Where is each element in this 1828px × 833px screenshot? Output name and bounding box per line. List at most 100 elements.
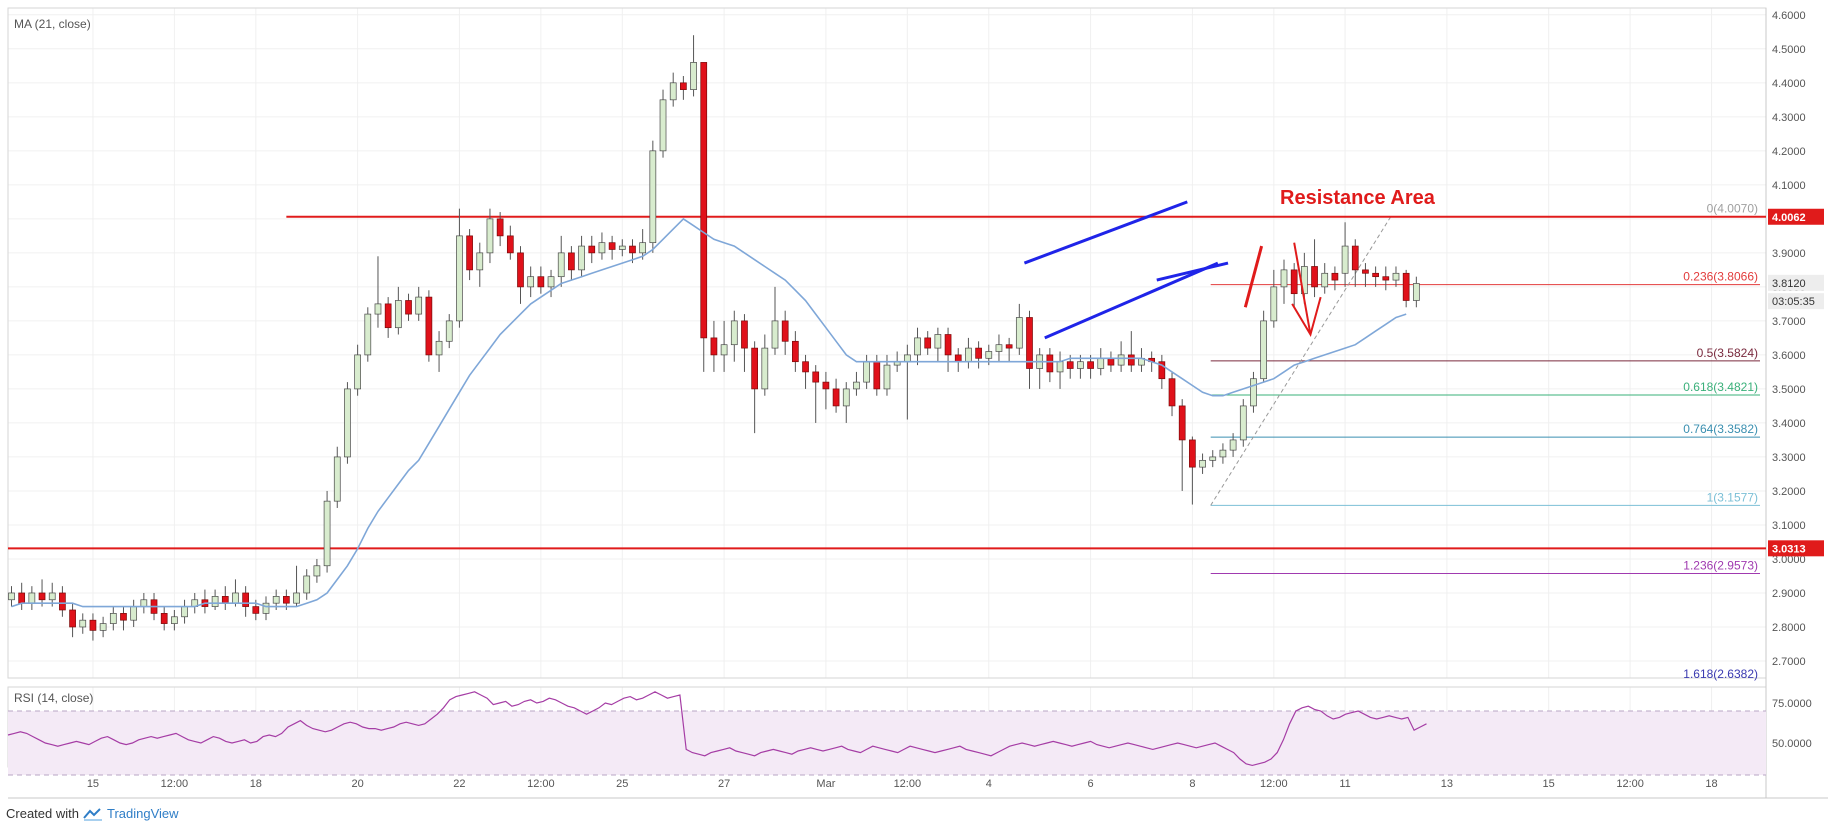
- candle-bear: [69, 609, 76, 628]
- price-tag-bg: [1768, 274, 1824, 291]
- time-tick-label: 18: [1705, 778, 1717, 790]
- price-pane-border: [7, 7, 1767, 679]
- footer-created-with: Created with: [6, 806, 79, 821]
- candle-bull: [344, 388, 351, 458]
- candle-bear: [1189, 439, 1196, 468]
- candle-bull: [415, 296, 423, 315]
- time-tick-label: 4: [986, 778, 992, 790]
- candle-bear: [1026, 317, 1033, 369]
- price-tick-label: 4.3000: [1772, 112, 1806, 124]
- price-tick-label: 3.3000: [1772, 452, 1806, 464]
- candle-bull: [578, 245, 585, 271]
- time-tick-label: 12:00: [894, 778, 922, 790]
- time-tick-label: 11: [1339, 778, 1350, 790]
- candle-bull: [394, 300, 402, 329]
- price-tick-label: 2.9000: [1772, 588, 1806, 600]
- price-tags: 4.0062 3.8120 03:05:35 3.0313: [1768, 208, 1824, 557]
- resistance-area-label: Resistance Area: [1280, 187, 1436, 209]
- candle-bull: [1341, 245, 1349, 274]
- candle-bear: [873, 361, 881, 390]
- candle-bear: [1046, 354, 1054, 373]
- candle-bull: [232, 592, 239, 604]
- candle-bear: [537, 276, 545, 288]
- candle-bull: [486, 218, 494, 254]
- candle-bull: [1392, 272, 1400, 281]
- candle-bull: [1077, 361, 1084, 369]
- candle-bear: [506, 235, 514, 254]
- candle-bull: [456, 235, 463, 322]
- candle-bear: [1362, 269, 1369, 274]
- candle-bull: [985, 351, 993, 359]
- candle-bear: [120, 613, 127, 621]
- candle-bull: [557, 252, 565, 278]
- time-tick-label: 12:00: [1616, 778, 1644, 790]
- rsi-series: [7, 691, 1766, 776]
- candle-bull: [1097, 357, 1105, 369]
- price-tick-label: 2.7000: [1772, 656, 1806, 668]
- rsi-tick-label: 75.0000: [1772, 698, 1812, 710]
- candle-bull: [354, 354, 361, 390]
- price-tag-text: 3.8120: [1772, 278, 1806, 290]
- candle-bull: [965, 347, 972, 363]
- fib-level-label: 1.618(2.6382): [1683, 667, 1758, 681]
- time-tick-label: 20: [351, 778, 363, 790]
- candle-bear: [802, 361, 809, 373]
- candle-bear: [944, 334, 952, 356]
- candle-bear: [1107, 357, 1115, 366]
- candle-bull: [8, 592, 15, 601]
- candle-bull: [1239, 405, 1247, 441]
- time-tick-label: 25: [616, 778, 628, 790]
- candle-bull: [547, 276, 555, 288]
- candle-bear: [1168, 378, 1176, 407]
- candle-bull: [1260, 320, 1267, 380]
- candle-bull: [171, 616, 178, 624]
- candle-bull: [639, 242, 647, 254]
- candle-bull: [669, 82, 677, 101]
- down-arrow-head: [1291, 296, 1322, 338]
- horizontal-levels: [8, 215, 1766, 550]
- price-tick-label: 3.7000: [1772, 316, 1806, 328]
- time-tick-label: 22: [453, 778, 465, 790]
- candle-bear: [629, 245, 636, 254]
- candle-bull: [883, 364, 891, 390]
- channel-upper-line: [1023, 200, 1188, 265]
- candle-bear: [832, 388, 840, 407]
- candle-bull: [313, 565, 321, 577]
- candle-bull: [374, 303, 382, 315]
- candle-bull: [333, 456, 341, 502]
- candle-bull: [649, 150, 657, 244]
- price-axis: 4.6000 4.5000 4.4000 4.3000 4.2000 4.1000 4.00…: [1772, 10, 1812, 750]
- price-tick-label: 4.4000: [1772, 78, 1806, 90]
- candle-bull: [1056, 361, 1064, 373]
- candle-bull: [272, 596, 280, 604]
- time-tick-label: 8: [1189, 778, 1195, 790]
- candle-bull: [1219, 449, 1227, 458]
- fib-level-label: 0(4.0070): [1707, 201, 1758, 215]
- down-arrow-shaft: [1293, 242, 1312, 335]
- price-tag-bg: [1768, 208, 1824, 225]
- price-tag-bg: [1768, 293, 1824, 310]
- footer: Created with TradingView: [6, 806, 179, 821]
- candle-bull: [140, 599, 148, 607]
- rsi-line: [7, 691, 1427, 767]
- candle-bull: [1412, 283, 1420, 301]
- candle-bull: [28, 592, 36, 604]
- price-tick-label: 4.6000: [1772, 10, 1806, 22]
- candle-bull: [303, 575, 311, 594]
- candle-bear: [1158, 361, 1166, 380]
- candle-bull: [995, 344, 1003, 352]
- candle-bear: [283, 596, 290, 604]
- candle-bear: [1127, 354, 1135, 366]
- candle-bear: [822, 381, 830, 390]
- price-pane-indicator-label: MA (21, close): [14, 17, 91, 31]
- candle-bull: [1321, 272, 1329, 288]
- price-tick-label: 4.5000: [1772, 44, 1806, 56]
- candlesticks: [8, 35, 1420, 641]
- candle-bear: [710, 337, 718, 356]
- candle-bear: [384, 303, 392, 329]
- footer-brand[interactable]: TradingView: [106, 806, 179, 821]
- candle-bear: [812, 371, 820, 383]
- time-tick-label: Mar: [816, 778, 835, 790]
- price-tag-text: 4.0062: [1772, 212, 1806, 224]
- fib-trend-line: [1210, 216, 1392, 506]
